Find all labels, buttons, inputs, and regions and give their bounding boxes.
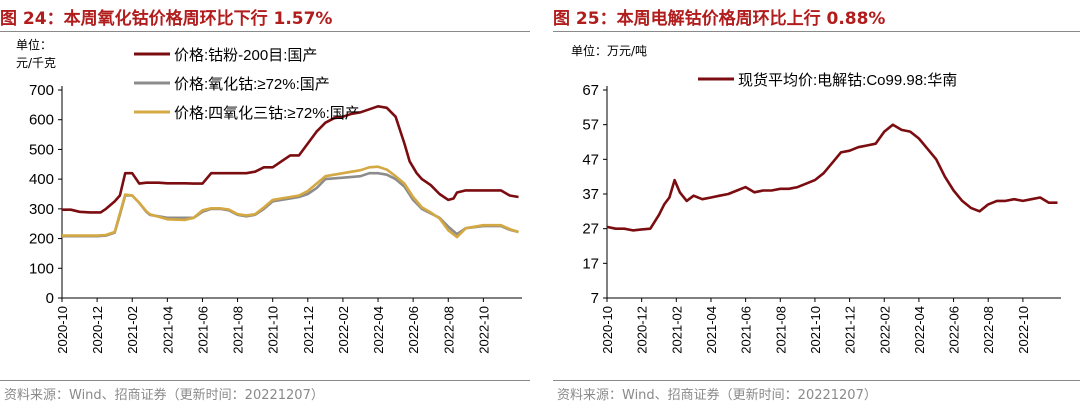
x-tick-label: 2021-12: [301, 306, 316, 354]
y-tick-label: 600: [29, 112, 54, 129]
legend-label: 现货平均价:电解钴:Co99.98:华南: [738, 72, 957, 89]
y-tick-label: 100: [29, 260, 54, 277]
x-tick-label: 2021-02: [125, 306, 140, 354]
x-tick-label: 2021-12: [843, 306, 858, 354]
unit-label-line1: 单位：: [16, 38, 53, 52]
unit-label-line2: 元/千克: [16, 56, 57, 70]
y-tick-label: 300: [29, 201, 54, 218]
series-line: [62, 165, 519, 239]
chart-title: 图 25：本周电解钴价格周环比上行 0.88%: [553, 9, 886, 29]
x-tick-label: 2020-12: [635, 306, 650, 354]
y-tick-label: 0: [46, 290, 54, 307]
x-tick-label: 2022-06: [947, 306, 962, 354]
x-tick-label: 2022-04: [912, 306, 927, 354]
source-note: 资料来源：Wind、招商证券（更新时间：20221207）: [4, 388, 324, 403]
x-tick-label: 2021-02: [669, 306, 684, 354]
title-divider: [0, 31, 530, 32]
line-chart-electrolytic-cobalt: 7 17 27 37 47 57 67 2020-10 2020-12 2021-02 2021-0…: [582, 72, 1061, 354]
series-line: [606, 123, 1058, 232]
x-tick-label: 2022-10: [1016, 306, 1031, 354]
x-tick-label: 2021-10: [808, 306, 823, 354]
x-tick-label: 2020-10: [600, 306, 615, 354]
x-tick-label: 2022-04: [371, 306, 386, 354]
chart-title: 图 24：本周氧化钴价格周环比下行 1.57%: [0, 9, 333, 29]
x-tick-label: 2022-06: [406, 306, 421, 354]
chart-panel-cobalt-oxide: 图 24：本周氧化钴价格周环比下行 1.57% 单位： 元/千克 0 100 200…: [0, 0, 530, 403]
y-tick-label: 47: [582, 151, 599, 168]
x-tick-label: 2022-10: [476, 306, 491, 354]
unit-label: 单位：万元/吨: [571, 44, 648, 58]
legend-label: 价格:氧化钴:≥72%:国产: [174, 76, 330, 93]
line-chart-cobalt-oxide: 0 100 200 300 400 500 600 700 2020-10 2020-12 2021…: [29, 47, 522, 354]
y-tick-label: 17: [582, 255, 599, 272]
y-tick-label: 700: [29, 82, 54, 99]
source-divider: [0, 380, 530, 381]
source-divider: [553, 380, 1080, 381]
x-tick-label: 2020-10: [55, 306, 70, 354]
x-tick-label: 2022-08: [441, 306, 456, 354]
x-tick-label: 2021-06: [739, 306, 754, 354]
y-tick-label: 27: [582, 221, 599, 238]
x-tick-label: 2021-06: [195, 306, 210, 354]
y-tick-label: 37: [582, 186, 599, 203]
legend-label: 价格:钴粉-200目:国产: [174, 47, 317, 64]
x-tick-label: 2022-02: [336, 306, 351, 354]
y-tick-label: 67: [582, 82, 599, 99]
x-tick-label: 2021-08: [773, 306, 788, 354]
x-tick-label: 2022-02: [877, 306, 892, 354]
y-tick-label: 7: [591, 290, 599, 307]
chart-panel-electrolytic-cobalt: 图 25：本周电解钴价格周环比上行 0.88% 单位：万元/吨 7 17 27 37 4…: [553, 0, 1080, 403]
y-tick-label: 200: [29, 231, 54, 248]
title-divider: [553, 31, 1080, 32]
y-tick-label: 57: [582, 117, 599, 134]
x-tick-label: 2021-10: [266, 306, 281, 354]
series-line: [62, 171, 519, 238]
legend-label: 价格:四氧化三钴:≥72%:国产: [174, 105, 360, 122]
source-note: 资料来源：Wind、招商证券（更新时间：20221207）: [557, 388, 877, 403]
y-tick-label: 400: [29, 171, 54, 188]
series-line: [62, 105, 519, 214]
x-tick-label: 2022-08: [981, 306, 996, 354]
y-tick-label: 500: [29, 141, 54, 158]
x-tick-label: 2021-04: [160, 306, 175, 354]
x-tick-label: 2021-04: [704, 306, 719, 354]
x-tick-label: 2020-12: [90, 306, 105, 354]
x-tick-label: 2021-08: [231, 306, 246, 354]
